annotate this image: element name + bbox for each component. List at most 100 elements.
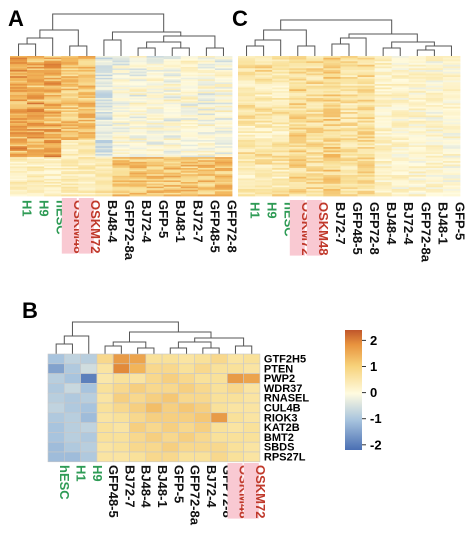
heatmap-a-cell xyxy=(129,192,148,195)
heatmap-c-cell xyxy=(306,145,324,148)
heatmap-c-cell xyxy=(306,189,324,192)
heatmap-c-cell xyxy=(357,178,376,181)
heatmap-c-cell xyxy=(340,122,358,125)
heatmap-b-cell xyxy=(129,432,147,443)
heatmap-c-cell xyxy=(425,73,444,76)
heatmap-a-cell xyxy=(112,178,130,181)
heatmap-c-cell xyxy=(255,176,273,179)
heatmap-c-cell xyxy=(255,148,273,151)
heatmap-c-cell xyxy=(442,162,461,165)
panel-b-column-label: hESC xyxy=(57,465,72,500)
heatmap-a-cell xyxy=(163,107,182,110)
heatmap-c-cell xyxy=(289,91,307,94)
heatmap-a-cell xyxy=(61,104,79,107)
dendrogram-b-branch xyxy=(63,335,90,354)
heatmap-c-cell xyxy=(340,119,358,122)
heatmap-a-cell xyxy=(112,180,130,183)
heatmap-a-cell xyxy=(112,166,130,169)
heatmap-a-cell xyxy=(61,102,79,105)
heatmap-c-cell xyxy=(340,154,358,157)
heatmap-c-cell xyxy=(272,68,290,71)
heatmap-c-cell xyxy=(255,131,273,134)
heatmap-c-cell xyxy=(238,180,256,183)
heatmap-a-cell xyxy=(95,144,113,147)
heatmap-a-cell xyxy=(10,66,28,69)
heatmap-c-cell xyxy=(289,98,307,101)
heatmap-a-cell xyxy=(180,68,199,71)
heatmap-c-cell xyxy=(272,120,290,123)
heatmap-a-cell xyxy=(197,70,216,72)
heatmap-a-cell xyxy=(44,88,62,91)
panel-a: A H1 H9 hESC OSKM48 OSKM72 BJ48-4 GFP72-8a BJ72… xyxy=(8,6,240,261)
heatmap-a-cell xyxy=(78,115,96,118)
heatmap-c-cell xyxy=(238,57,256,60)
heatmap-c-cell xyxy=(323,190,341,193)
heatmap-a-cell xyxy=(44,70,62,72)
heatmap-c-cell xyxy=(357,108,376,111)
gene-labels-b: GTF2H5PTENPWP2WDR37RNASELCUL4BRIOK3KAT2B… xyxy=(264,354,310,464)
heatmap-a-cell xyxy=(27,155,45,158)
heatmap-c-cell xyxy=(323,134,341,137)
heatmap-a-cell xyxy=(146,150,165,153)
heatmap-a xyxy=(10,56,233,197)
heatmap-a-cell xyxy=(180,191,199,194)
heatmap-a-cell xyxy=(112,161,130,164)
heatmap-a-cell xyxy=(112,80,130,83)
heatmap-c-cell xyxy=(255,180,273,183)
heatmap-c-cell xyxy=(442,161,461,164)
heatmap-c-cell xyxy=(408,143,427,146)
heatmap-b-cell xyxy=(145,363,163,374)
heatmap-a-cell xyxy=(180,102,199,105)
heatmap-a-cell xyxy=(197,112,216,114)
heatmap-a-cell xyxy=(112,110,130,113)
heatmap-a-cell xyxy=(10,102,28,105)
heatmap-c-cell xyxy=(306,176,324,179)
heatmap-a-cell xyxy=(44,138,62,141)
heatmap-c-cell xyxy=(289,157,307,160)
heatmap-c-cell xyxy=(425,59,444,62)
heatmap-b-cell xyxy=(243,402,261,414)
heatmap-a-cell xyxy=(146,73,165,76)
dendrogram-a-branch xyxy=(52,13,165,32)
heatmap-a-cell xyxy=(61,87,79,90)
heatmap-a-cell xyxy=(214,182,233,184)
heatmap-c-cell xyxy=(442,129,461,132)
heatmap-a-cell xyxy=(214,77,233,80)
heatmap-a-cell xyxy=(112,144,130,147)
heatmap-a-cell xyxy=(27,180,45,183)
heatmap-c-cell xyxy=(238,105,256,108)
heatmap-c-cell xyxy=(306,92,324,95)
heatmap-a-cell xyxy=(78,77,96,80)
dendrogram-b-branch xyxy=(202,347,220,354)
heatmap-a-cell xyxy=(112,169,130,172)
heatmap-c-cell xyxy=(255,66,273,69)
heatmap-c-cell xyxy=(323,194,341,197)
heatmap-a-cell xyxy=(146,102,165,105)
heatmap-c-cell xyxy=(391,157,410,160)
heatmap-c-cell xyxy=(374,115,393,118)
heatmap-a-cell xyxy=(180,66,199,69)
heatmap-c-cell xyxy=(442,112,461,115)
heatmap-a-cell xyxy=(180,166,199,169)
heatmap-c-cell xyxy=(238,136,256,139)
heatmap-a-cell xyxy=(163,136,182,139)
heatmap-c-cell xyxy=(391,101,410,104)
column-labels-b: hESC H1 H9 GFP48-5 BJ72-7 BJ48-4 BJ48-1 GFP-5 GF… xyxy=(57,463,268,526)
heatmap-c-cell xyxy=(391,96,410,99)
heatmap-a-cell xyxy=(10,118,28,121)
heatmap-a-cell xyxy=(197,158,216,161)
heatmap-c-cell xyxy=(357,171,376,174)
heatmap-c-cell xyxy=(306,91,324,94)
heatmap-a-cell xyxy=(180,132,199,135)
heatmap-a-cell xyxy=(27,160,45,163)
heatmap-c-cell xyxy=(340,194,358,197)
heatmap-c-cell xyxy=(391,105,410,108)
heatmap-c-cell xyxy=(374,99,393,102)
heatmap-a-cell xyxy=(95,160,113,163)
heatmap-a-cell xyxy=(27,56,45,58)
heatmap-a-cell xyxy=(61,107,79,110)
heatmap-a-cell xyxy=(146,88,165,91)
heatmap-a-cell xyxy=(214,110,233,113)
heatmap-a-cell xyxy=(10,71,28,74)
heatmap-c-cell xyxy=(272,141,290,144)
